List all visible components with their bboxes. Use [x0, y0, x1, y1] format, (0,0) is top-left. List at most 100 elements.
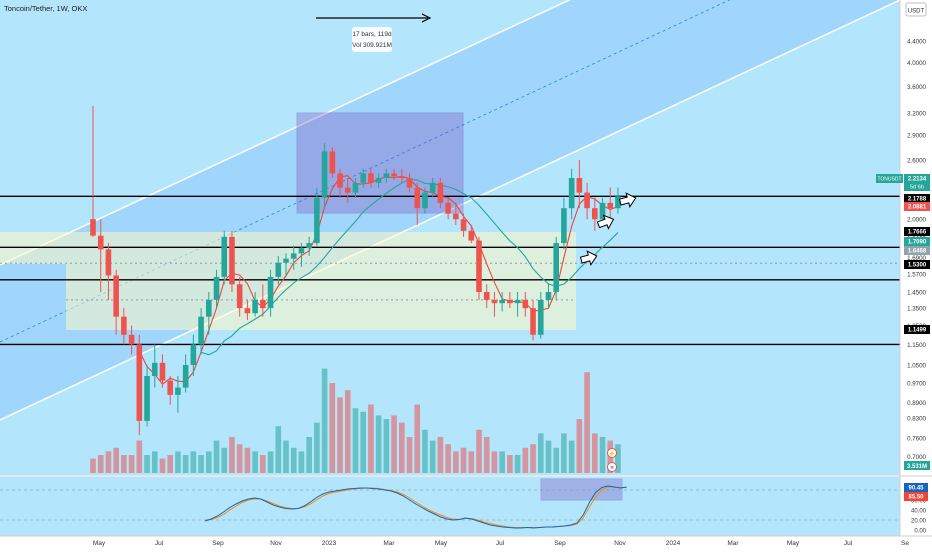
- price-badge-sub: 5d 6h: [910, 185, 924, 191]
- price-badge-value: 1.5300: [908, 263, 927, 269]
- candle-body[interactable]: [321, 151, 328, 198]
- flag-icon[interactable]: [607, 462, 617, 472]
- candle-body[interactable]: [530, 308, 536, 335]
- symbol-title[interactable]: Toncoin/Tether, 1W, OKX: [4, 4, 87, 13]
- arrow-marker-3: [579, 250, 598, 266]
- price-badges: TONUSDT 2.2134 5d 6h 2.1788 2.0881 1.7666 1.70…: [876, 174, 930, 470]
- candle-body[interactable]: [229, 236, 235, 285]
- candle-body[interactable]: [113, 275, 119, 317]
- candle-body[interactable]: [514, 299, 521, 304]
- candle-body[interactable]: [491, 299, 498, 304]
- candle-body[interactable]: [121, 316, 127, 335]
- candle-body[interactable]: [97, 235, 104, 250]
- candle-body[interactable]: [252, 299, 258, 314]
- volume-bar: [229, 437, 235, 473]
- candle-body[interactable]: [391, 173, 397, 177]
- candle-body[interactable]: [267, 276, 274, 309]
- volume-bar: [105, 451, 112, 473]
- candle-body[interactable]: [128, 334, 135, 345]
- candle-body[interactable]: [221, 236, 228, 277]
- candle-body[interactable]: [136, 344, 143, 421]
- candle-body[interactable]: [105, 249, 112, 276]
- candle-body[interactable]: [368, 173, 374, 183]
- candle-body[interactable]: [298, 248, 305, 254]
- candle-body[interactable]: [375, 178, 382, 183]
- candle-body[interactable]: [283, 258, 289, 263]
- candle-body[interactable]: [314, 197, 320, 244]
- candle-body[interactable]: [275, 262, 282, 277]
- oscillator-tick-label: 60.00: [911, 499, 927, 505]
- volume-bar: [429, 440, 436, 473]
- volume-bar: [468, 451, 475, 473]
- candle-body[interactable]: [151, 362, 158, 377]
- candle-body[interactable]: [414, 187, 421, 209]
- candle-body[interactable]: [159, 362, 166, 381]
- price-badge: 1.1499: [904, 325, 930, 334]
- candle-body[interactable]: [584, 192, 590, 209]
- time-tick-label: Se: [901, 540, 909, 547]
- candle-body[interactable]: [507, 299, 513, 304]
- candle-body[interactable]: [576, 178, 583, 193]
- candle-body[interactable]: [615, 196, 621, 209]
- time-axis[interactable]: May Jul Sep Nov 2023 Mar May Jul Sep Nov 2024 Mar Ma…: [93, 540, 909, 547]
- candle-body[interactable]: [352, 182, 359, 193]
- candle-body[interactable]: [522, 299, 529, 309]
- candle-body[interactable]: [206, 299, 212, 317]
- candle-body[interactable]: [599, 202, 606, 220]
- candle-body[interactable]: [337, 173, 343, 188]
- volume-bar: [121, 455, 127, 473]
- candle-body[interactable]: [90, 219, 96, 236]
- candle-body[interactable]: [568, 178, 575, 209]
- candle-body[interactable]: [244, 308, 251, 314]
- candle-body[interactable]: [236, 284, 243, 309]
- candle-body[interactable]: [499, 299, 505, 304]
- candle-body[interactable]: [537, 299, 544, 335]
- volume-bar: [151, 451, 158, 473]
- time-tick-label: 2024: [666, 540, 681, 547]
- volume-bar: [383, 419, 390, 473]
- candle-body[interactable]: [260, 299, 266, 309]
- candle-body[interactable]: [468, 230, 475, 241]
- candle-body[interactable]: [437, 182, 444, 203]
- currency-badge[interactable]: [905, 2, 927, 17]
- candle-body[interactable]: [144, 376, 150, 421]
- candle-body[interactable]: [344, 187, 351, 193]
- candle-body[interactable]: [553, 243, 559, 292]
- candle-body[interactable]: [329, 151, 336, 174]
- candle-body[interactable]: [545, 291, 552, 300]
- candle-body[interactable]: [453, 213, 459, 220]
- candle-body[interactable]: [406, 178, 413, 188]
- candle-body[interactable]: [607, 202, 614, 209]
- volume-bar: [175, 451, 181, 473]
- candle-body[interactable]: [190, 344, 197, 365]
- flash-icon[interactable]: [607, 448, 617, 458]
- volume-bar: [491, 451, 498, 473]
- volume-bar: [190, 451, 197, 473]
- candle-body[interactable]: [399, 176, 405, 179]
- volume-bar: [375, 415, 382, 473]
- candle-body[interactable]: [561, 208, 567, 244]
- candle-body[interactable]: [483, 291, 490, 300]
- candle-body[interactable]: [592, 208, 598, 220]
- candle-body[interactable]: [460, 219, 467, 231]
- candle-body[interactable]: [213, 276, 220, 300]
- candle-body[interactable]: [445, 202, 451, 214]
- candle-body[interactable]: [306, 243, 312, 249]
- candle-body[interactable]: [182, 364, 189, 388]
- time-tick-label: Nov: [614, 540, 626, 547]
- price-badge-value: 1.7666: [908, 230, 927, 236]
- price-tick-label: 1.5700: [907, 271, 926, 278]
- volume-bar: [615, 444, 621, 473]
- volume-bar: [537, 433, 544, 473]
- candle-body[interactable]: [175, 387, 181, 395]
- candle-body[interactable]: [167, 380, 173, 395]
- candle-body[interactable]: [383, 173, 390, 179]
- candle-body[interactable]: [429, 182, 436, 193]
- candle-body[interactable]: [290, 253, 297, 259]
- volume-bar: [221, 447, 228, 473]
- oscillator-tick-label: 0.00: [914, 529, 926, 535]
- candle-body[interactable]: [360, 173, 366, 183]
- candle-body[interactable]: [476, 240, 482, 292]
- candle-body[interactable]: [198, 316, 204, 345]
- candle-body[interactable]: [422, 192, 428, 209]
